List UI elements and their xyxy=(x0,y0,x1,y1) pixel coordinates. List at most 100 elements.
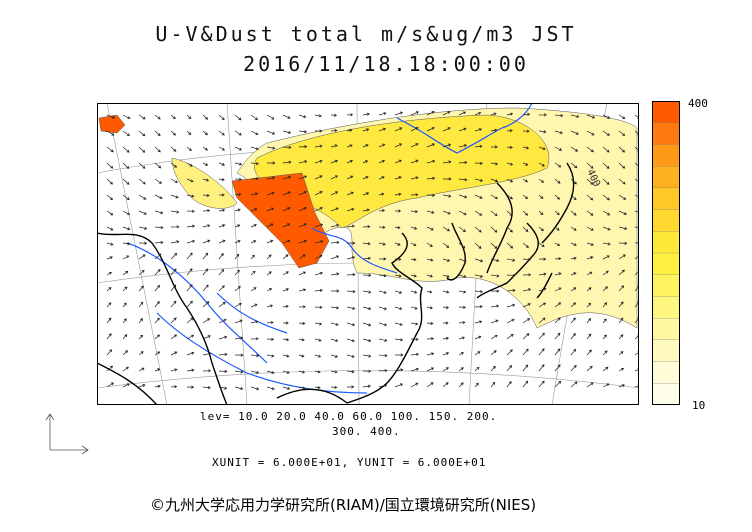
wind-arrow xyxy=(570,242,577,246)
wind-arrow xyxy=(410,257,417,262)
wind-arrow xyxy=(538,162,545,167)
wind-arrow xyxy=(362,242,371,246)
wind-arrow xyxy=(570,162,578,169)
wind-arrow xyxy=(282,304,289,308)
wind-arrow xyxy=(474,351,481,356)
wind-arrow xyxy=(410,111,419,116)
wind-arrow xyxy=(554,210,560,216)
wind-arrow xyxy=(410,290,418,294)
wind-arrow xyxy=(282,191,291,196)
wind-arrow xyxy=(490,258,500,263)
wind-arrow xyxy=(554,287,562,292)
wind-arrow xyxy=(266,223,274,228)
wind-arrow xyxy=(378,176,385,180)
wind-arrow xyxy=(346,128,353,132)
wind-arrow xyxy=(250,320,259,324)
wind-arrow xyxy=(330,370,338,374)
wind-arrow xyxy=(298,338,305,342)
wind-arrow xyxy=(234,370,244,374)
colorbar-step xyxy=(652,339,680,363)
wind-arrow xyxy=(586,302,592,308)
wind-arrow xyxy=(314,370,321,374)
wind-arrow xyxy=(186,130,192,135)
wind-arrow xyxy=(570,348,577,356)
wind-arrow xyxy=(106,302,112,308)
wind-arrow xyxy=(282,354,290,358)
wind-arrow xyxy=(394,111,403,116)
wind-arrow xyxy=(474,194,483,199)
wind-arrow xyxy=(506,273,516,278)
wind-arrow xyxy=(618,114,626,119)
wind-arrow xyxy=(442,160,452,164)
wind-arrow xyxy=(250,177,259,181)
wind-arrow xyxy=(474,335,482,340)
wind-arrow xyxy=(554,130,563,135)
wind-arrow xyxy=(330,338,339,343)
wind-arrow xyxy=(410,226,418,230)
dust-high-core xyxy=(231,172,330,269)
wind-arrow xyxy=(122,302,127,308)
wind-arrow xyxy=(474,290,484,294)
wind-arrow xyxy=(506,288,516,292)
wind-arrow xyxy=(522,129,530,133)
wind-arrow xyxy=(186,385,195,389)
wind-arrow xyxy=(474,210,483,216)
wind-arrow xyxy=(346,338,355,343)
wind-arrow xyxy=(442,242,450,248)
wind-arrow xyxy=(378,338,388,342)
wind-arrow xyxy=(170,130,176,136)
wind-arrow xyxy=(330,322,339,326)
wind-arrow xyxy=(570,364,577,372)
wind-arrow xyxy=(442,352,450,356)
wind-arrow xyxy=(618,334,624,340)
wind-arrow xyxy=(106,333,112,340)
wind-arrow xyxy=(458,127,467,132)
wind-arrow xyxy=(395,209,402,213)
wind-arrow xyxy=(410,337,419,341)
wind-arrow xyxy=(154,194,163,200)
wind-arrow xyxy=(282,130,292,135)
wind-arrow xyxy=(394,306,403,311)
wind-arrow xyxy=(490,112,497,116)
wind-arrow xyxy=(266,254,272,260)
colorbar-step xyxy=(652,296,680,319)
wind-arrow xyxy=(106,146,114,153)
wind-arrow xyxy=(394,257,402,261)
wind-arrow xyxy=(138,226,148,230)
wind-arrow xyxy=(538,194,544,199)
wind-arrow xyxy=(490,194,498,200)
wind-arrow xyxy=(362,176,369,180)
wind-arrow xyxy=(298,160,308,164)
wind-arrow xyxy=(314,305,323,309)
wind-arrow xyxy=(202,162,209,166)
wind-arrow xyxy=(138,318,144,324)
wind-arrow xyxy=(202,146,208,151)
wind-arrow xyxy=(522,162,529,166)
wind-arrow xyxy=(266,354,275,358)
wind-arrow xyxy=(538,226,544,232)
wind-arrow xyxy=(314,271,323,276)
wind-arrow xyxy=(426,258,434,262)
wind-arrow xyxy=(538,364,545,372)
colorbar-step xyxy=(652,383,680,405)
wind-arrow xyxy=(442,290,450,294)
wind-arrow xyxy=(346,322,356,327)
wind-arrow xyxy=(522,364,529,372)
wind-arrow xyxy=(506,242,514,249)
colorbar-step xyxy=(652,165,680,189)
wind-arrow xyxy=(362,306,372,311)
wind-arrow xyxy=(458,242,466,249)
wind-arrow xyxy=(522,242,529,248)
wind-arrow xyxy=(522,210,529,216)
wind-arrow xyxy=(458,111,467,116)
wind-arrow xyxy=(218,352,228,356)
wind-arrow xyxy=(298,130,308,134)
wind-arrow xyxy=(250,270,256,276)
wind-arrow xyxy=(506,162,514,166)
wind-arrow xyxy=(154,210,164,215)
wind-arrow xyxy=(330,144,338,148)
wind-arrow xyxy=(234,146,243,151)
colorbar-step xyxy=(652,144,680,167)
wind-arrow xyxy=(315,129,323,133)
wind-arrow xyxy=(538,257,547,261)
